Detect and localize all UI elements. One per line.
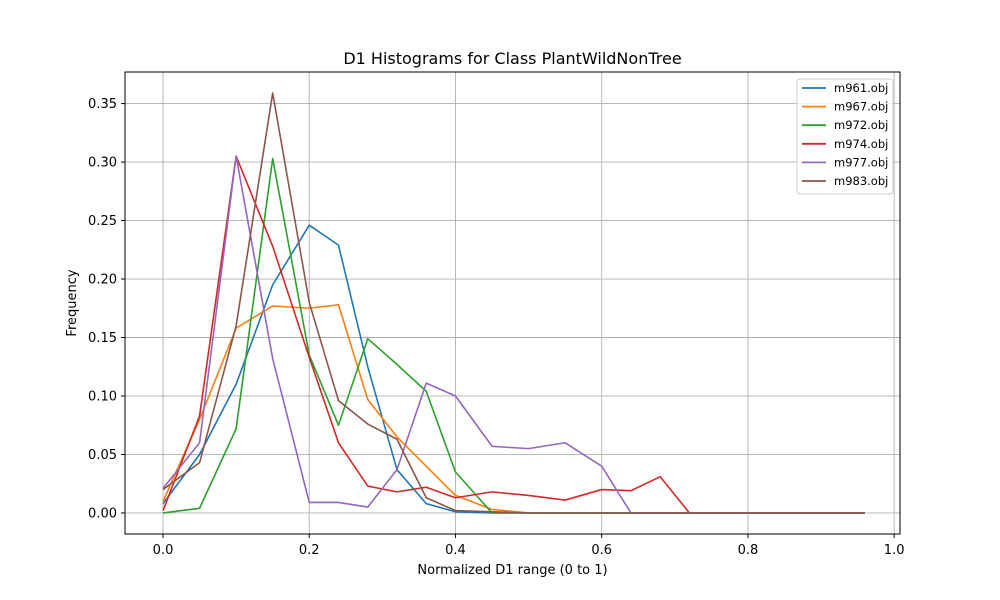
- legend: m961.obj m967.obj m972.obj m974.obj m977.obj…: [796, 78, 894, 195]
- legend-entry: m972.obj: [802, 118, 888, 132]
- y-tick-label: 0.30: [88, 156, 117, 171]
- plot-frame: [124, 71, 901, 535]
- series-lines: [162, 92, 865, 514]
- x-tick-label: 0.6: [591, 543, 612, 558]
- x-tick-label: 0.0: [153, 543, 174, 558]
- chart-title: D1 Histograms for Class PlantWildNonTree: [343, 49, 681, 68]
- legend-label: m974.obj: [834, 137, 888, 151]
- series-line-m977-obj: [162, 155, 865, 514]
- legend-entry: m961.obj: [802, 81, 888, 95]
- series-line-m983-obj: [162, 92, 865, 514]
- legend-entry: m974.obj: [802, 137, 888, 151]
- legend-label: m961.obj: [834, 81, 888, 95]
- legend-frame: [796, 78, 894, 195]
- y-tick-label: 0.05: [88, 448, 117, 463]
- y-tick-label: 0.20: [88, 273, 117, 288]
- y-tick-label: 0.10: [88, 389, 117, 404]
- legend-entry: m983.obj: [802, 174, 888, 188]
- legend-entry: m977.obj: [802, 155, 888, 169]
- y-tick-label: 0.25: [88, 214, 117, 229]
- y-axis-ticks: 0.00 0.05 0.10 0.15 0.20 0.25 0.30 0.35: [88, 97, 125, 521]
- legend-label: m983.obj: [834, 174, 888, 188]
- series-line-m961-obj: [162, 224, 865, 514]
- x-axis-label: Normalized D1 range (0 to 1): [417, 563, 607, 578]
- legend-label: m977.obj: [834, 155, 888, 169]
- y-tick-label: 0.35: [88, 97, 117, 112]
- x-tick-label: 1.0: [884, 543, 905, 558]
- legend-label: m967.obj: [834, 100, 888, 114]
- x-tick-label: 0.4: [445, 543, 466, 558]
- x-tick-label: 0.2: [299, 543, 320, 558]
- x-axis-ticks: 0.0 0.2 0.4 0.6 0.8 1.0: [153, 534, 905, 558]
- x-tick-label: 0.8: [738, 543, 759, 558]
- grid: [125, 72, 900, 534]
- legend-label: m972.obj: [834, 118, 888, 132]
- y-tick-label: 0.15: [88, 331, 117, 346]
- legend-entry: m967.obj: [802, 100, 888, 114]
- y-tick-label: 0.00: [88, 506, 117, 521]
- y-axis-label: Frequency: [65, 269, 80, 336]
